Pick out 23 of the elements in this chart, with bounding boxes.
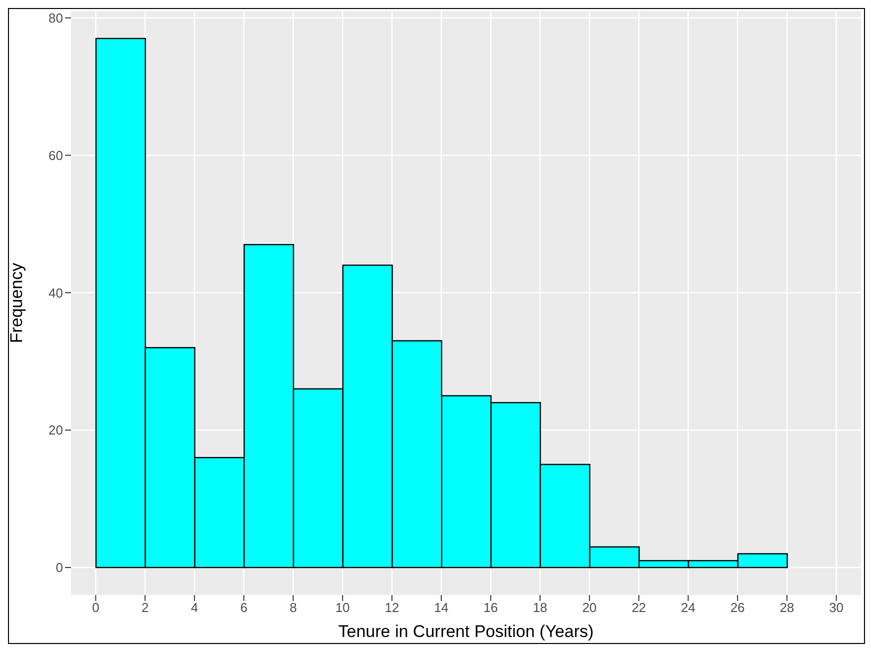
x-axis-title: Tenure in Current Position (Years) [338, 622, 594, 641]
x-tick-label: 14 [434, 600, 449, 616]
y-tick-label: 80 [48, 10, 63, 26]
y-axis-title: Frequency [7, 262, 26, 344]
y-tick-label: 40 [48, 285, 63, 300]
y-tick-label: 60 [48, 148, 63, 163]
y-tick-label: 0 [56, 560, 63, 576]
x-tick-label: 22 [632, 600, 646, 616]
x-tick-label: 18 [532, 600, 548, 616]
x-tick-label: 4 [190, 600, 198, 616]
x-tick-label: 16 [483, 600, 498, 616]
x-tick-label: 6 [240, 600, 248, 616]
x-tick-label: 30 [829, 600, 844, 616]
x-tick-label: 10 [335, 600, 350, 616]
x-tick-label: 28 [780, 600, 794, 616]
x-tick-label: 2 [141, 600, 149, 616]
x-tick-label: 20 [582, 600, 597, 616]
x-tick-label: 8 [290, 600, 297, 616]
y-tick-label: 20 [48, 422, 63, 438]
x-tick-label: 12 [384, 600, 400, 616]
x-tick-label: 0 [92, 600, 100, 616]
x-tick-label: 26 [730, 600, 745, 616]
x-tick-label: 24 [680, 600, 696, 616]
